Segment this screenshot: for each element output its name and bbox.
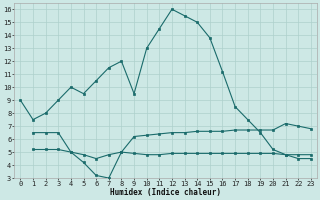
X-axis label: Humidex (Indice chaleur): Humidex (Indice chaleur) bbox=[110, 188, 221, 197]
